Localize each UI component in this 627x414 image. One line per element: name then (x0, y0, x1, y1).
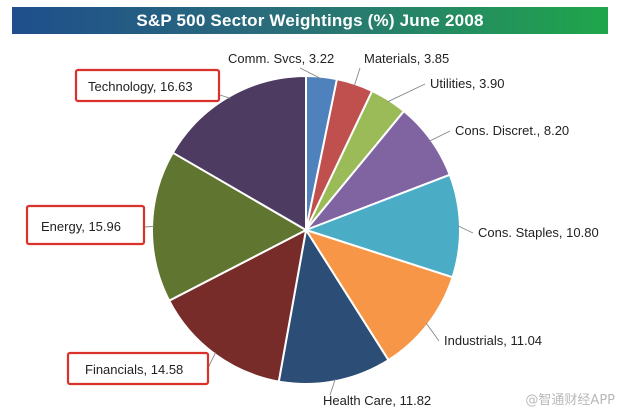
leader-line (144, 225, 155, 228)
leader-line (425, 322, 440, 342)
leader-line (387, 83, 426, 103)
data-label: Cons. Discret., 8.20 (455, 123, 569, 138)
data-label: Cons. Staples, 10.80 (478, 225, 599, 240)
pie-slice-technology (171, 74, 307, 232)
pie-slice-cons-staples (302, 173, 461, 279)
data-label: Technology, 16.63 (88, 79, 193, 94)
leader-line (329, 379, 336, 396)
highlight-box (25, 204, 146, 246)
data-label: Utilities, 3.90 (430, 76, 504, 91)
leader-line (353, 67, 361, 87)
chart-title-bar: S&P 500 Sector Weightings (%) June 2008 (12, 7, 608, 34)
highlight-box (66, 351, 210, 386)
pie-slice-health-care (277, 227, 390, 385)
data-label: Industrials, 11.04 (444, 333, 542, 348)
data-label: Financials, 14.58 (85, 362, 183, 377)
data-label: Health Care, 11.82 (323, 393, 431, 408)
leader-line (219, 94, 231, 99)
data-label: Energy, 15.96 (41, 219, 121, 234)
data-label: Comm. Svcs, 3.22 (228, 51, 334, 66)
data-label: Materials, 3.85 (364, 51, 449, 66)
chart-title: S&P 500 Sector Weightings (%) June 2008 (136, 10, 484, 30)
leader-line (457, 225, 474, 234)
leader-line (299, 67, 322, 80)
watermark: @智通财经APP (525, 393, 615, 408)
highlight-box (74, 68, 221, 103)
leader-line (429, 130, 451, 142)
pie-slice-industrials (303, 228, 454, 362)
